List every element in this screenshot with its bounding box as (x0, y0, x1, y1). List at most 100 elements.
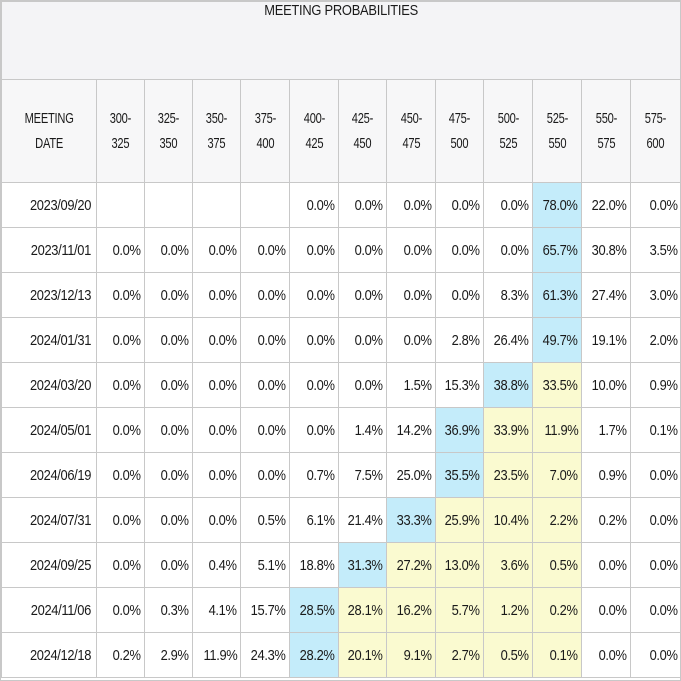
probability-value: 24.3% (251, 646, 286, 664)
probability-value: 28.1% (348, 601, 383, 619)
probability-value: 0.2% (549, 601, 578, 619)
probability-value: 0.0% (257, 466, 286, 484)
probability-value: 2.0% (649, 331, 678, 349)
meeting-date: 2024/01/31 (29, 331, 91, 349)
probability-cell: 0.0% (338, 317, 387, 363)
probability-cell: 3.5% (629, 227, 681, 273)
probability-cell: 49.7% (532, 317, 582, 363)
probability-cell: 0.0% (144, 362, 193, 408)
probability-cell: 18.8% (289, 542, 339, 588)
probability-cell: 0.0% (289, 227, 339, 273)
probability-cell: 0.0% (386, 272, 436, 318)
probability-value: 36.9% (445, 421, 480, 439)
probability-value: 0.0% (306, 421, 335, 439)
meeting-date: 2024/03/20 (29, 376, 91, 394)
probability-value: 0.0% (257, 241, 286, 259)
probability-value: 6.1% (306, 511, 335, 529)
probability-cell: 0.0% (338, 182, 387, 228)
probability-cell: 22.0% (581, 182, 631, 228)
table-row: 2024/09/25 0.0% 0.0% 0.4% 5.1% 18.8% 31.3% 27.2… (1, 542, 681, 588)
column-header-range-line: 450 (353, 135, 372, 152)
probability-value: 10.0% (592, 376, 627, 394)
probability-cell: 0.0% (144, 317, 193, 363)
probability-value: 0.0% (208, 331, 237, 349)
probability-value: 61.3% (543, 286, 578, 304)
probability-cell: 0.0% (289, 362, 339, 408)
column-header-meeting-date-label: MEETING DATE (21, 106, 78, 156)
table-row: 2023/11/01 0.0% 0.0% 0.0% 0.0% 0.0% 0.0% 0.0% 0.… (1, 227, 681, 273)
probability-value: 0.3% (160, 601, 189, 619)
probability-cell: 28.2% (289, 632, 339, 678)
probability-cell: 0.2% (532, 587, 582, 633)
column-header-range-line: 375 (207, 135, 226, 152)
probability-value: 7.0% (549, 466, 578, 484)
probability-value: 0.0% (257, 286, 286, 304)
probability-cell: 65.7% (532, 227, 582, 273)
probability-value: 0.0% (649, 196, 678, 214)
probability-value: 2.2% (549, 511, 578, 529)
probability-cell: 0.0% (96, 407, 145, 453)
probability-value: 0.0% (403, 241, 432, 259)
probability-value: 0.0% (257, 331, 286, 349)
probability-value: 11.9% (203, 646, 237, 664)
probability-value: 19.1% (592, 331, 627, 349)
column-header-range-line: 550 (548, 135, 566, 152)
probability-value: 28.5% (300, 601, 335, 619)
probability-value: 1.5% (403, 376, 432, 394)
probability-value: 0.0% (306, 331, 335, 349)
column-header-range-label: 550- 575 (594, 106, 619, 156)
probability-value: 26.4% (494, 331, 529, 349)
probability-cell: 24.3% (240, 632, 290, 678)
probability-value: 0.0% (649, 466, 678, 484)
probability-cell: 20.1% (338, 632, 387, 678)
probability-value: 25.0% (397, 466, 432, 484)
column-header-range-line: 600 (646, 135, 665, 152)
probability-value: 0.0% (112, 376, 141, 394)
table-row: 2023/12/13 0.0% 0.0% 0.0% 0.0% 0.0% 0.0% 0.0% 0.… (1, 272, 681, 318)
probability-value: 0.0% (598, 556, 627, 574)
probability-cell: 0.0% (96, 587, 145, 633)
table-title-text: MEETING PROBABILITIES (264, 2, 418, 19)
probability-value: 0.0% (112, 511, 141, 529)
probability-value: 0.0% (306, 196, 335, 214)
probability-cell: 0.0% (435, 182, 484, 228)
meeting-date: 2024/07/31 (29, 511, 91, 529)
probability-cell: 0.0% (144, 407, 193, 453)
probability-cell: 26.4% (483, 317, 533, 363)
probability-cell: 0.7% (289, 452, 339, 498)
meeting-date: 2023/11/01 (30, 241, 92, 259)
probability-value: 7.5% (354, 466, 383, 484)
probability-value: 0.0% (306, 241, 335, 259)
column-header-range: 325- 350 (144, 79, 193, 183)
probability-value: 0.0% (649, 646, 678, 664)
probability-cell: 0.1% (629, 407, 681, 453)
probability-value: 0.0% (598, 601, 627, 619)
probability-cell: 0.0% (192, 452, 241, 498)
probability-cell: 2.0% (629, 317, 681, 363)
probability-cell: 33.5% (532, 362, 582, 408)
table-row: 2024/07/31 0.0% 0.0% 0.0% 0.5% 6.1% 21.4% 33.3%… (1, 497, 681, 543)
probability-value: 65.7% (543, 241, 578, 259)
probability-value: 28.2% (300, 646, 335, 664)
probability-value: 0.0% (451, 286, 480, 304)
probability-value: 0.0% (354, 241, 383, 259)
probability-value: 0.0% (306, 376, 335, 394)
probability-cell: 4.1% (192, 587, 241, 633)
probability-value: 27.4% (592, 286, 627, 304)
column-header-range-line: 500- (497, 110, 519, 127)
probability-value: 0.0% (208, 421, 237, 439)
probability-value: 0.0% (500, 196, 529, 214)
probability-value: 0.0% (598, 646, 627, 664)
probability-cell: 0.0% (629, 182, 681, 228)
meeting-date: 2024/09/25 (29, 556, 91, 574)
probability-value: 0.0% (160, 421, 189, 439)
column-header-range-line: 575- (644, 110, 667, 127)
probability-value: 0.0% (208, 241, 237, 259)
probability-cell: 15.3% (435, 362, 484, 408)
probability-value: 0.0% (160, 466, 189, 484)
probability-value: 0.5% (257, 511, 286, 529)
probability-cell: 28.5% (289, 587, 339, 633)
probability-cell: 5.1% (240, 542, 290, 588)
column-header-range-line: 575 (597, 135, 615, 152)
